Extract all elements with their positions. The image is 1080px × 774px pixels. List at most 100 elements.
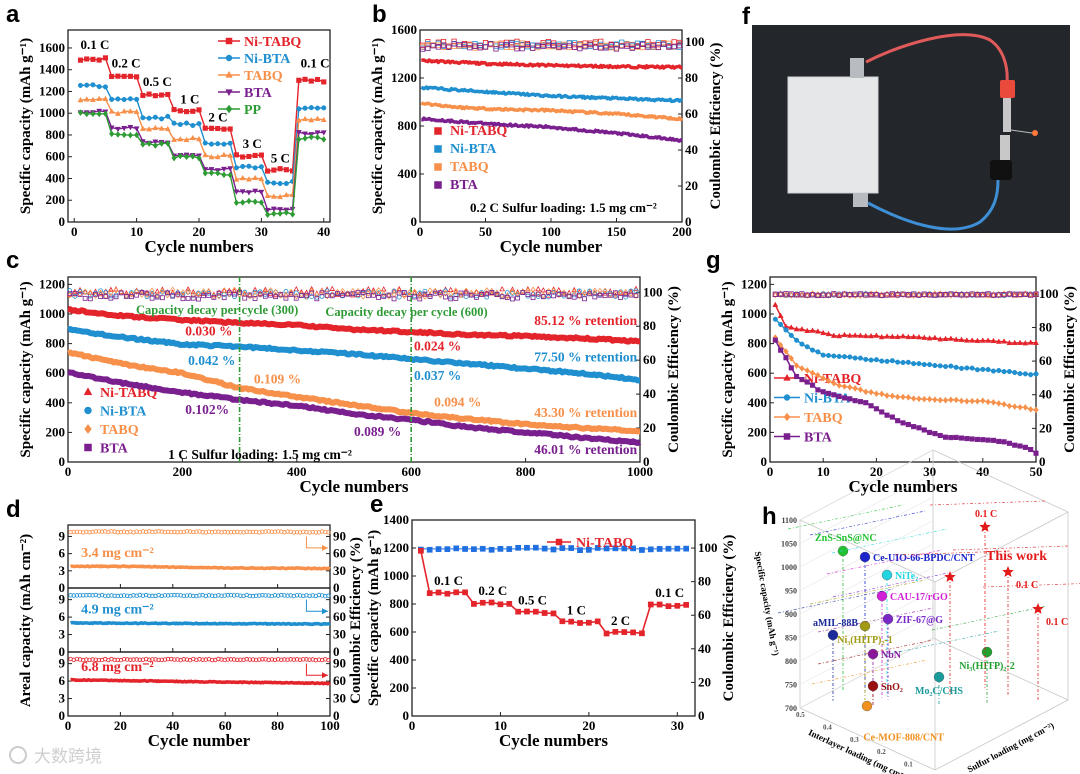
data-point <box>277 210 283 217</box>
ce-point <box>530 45 536 51</box>
ce-point <box>623 288 629 296</box>
ce-point <box>247 593 253 599</box>
data-point <box>127 125 134 131</box>
data-point <box>665 603 672 609</box>
ce-point <box>194 529 199 534</box>
ce-point <box>427 287 433 294</box>
ce-point <box>841 291 848 297</box>
ce-point <box>360 293 366 300</box>
ce-point <box>448 296 454 302</box>
ce-point <box>568 545 575 551</box>
ce-point <box>990 292 997 298</box>
data-point <box>931 334 938 340</box>
data-point <box>308 105 314 111</box>
data-point <box>879 390 885 398</box>
ce-point <box>942 292 949 298</box>
x-axis-title: Cycle numbers <box>144 237 253 256</box>
ce-point <box>613 41 620 47</box>
y-tick-label: 1200 <box>39 276 65 291</box>
y-tick-label: 800 <box>748 336 768 351</box>
ce-point <box>571 44 578 51</box>
ce-point <box>783 291 789 299</box>
ce-point <box>482 44 489 50</box>
x-axis-title: Cycle number <box>500 237 603 256</box>
data-point <box>171 107 177 113</box>
ce-point <box>150 529 155 535</box>
ce-point <box>349 292 356 298</box>
legend-label: TABQ <box>450 160 489 175</box>
ce-point <box>278 291 284 297</box>
ce-point <box>519 40 525 46</box>
ce-point <box>640 44 646 51</box>
data-point <box>974 397 981 405</box>
y-right-tick-label: 0 <box>333 580 340 595</box>
data-point <box>1033 450 1039 456</box>
data-point <box>1033 339 1039 345</box>
x-tick-label: 60 <box>219 718 232 733</box>
ce-point <box>561 291 567 297</box>
annotation: 77.50 % retention <box>534 349 637 364</box>
ce-point <box>559 545 566 551</box>
data-point <box>190 122 196 129</box>
ce-point <box>809 292 816 298</box>
ce-point <box>777 290 784 298</box>
ce-point <box>820 291 826 299</box>
ce-point <box>206 288 212 295</box>
axes-frame <box>67 276 641 463</box>
data-point <box>215 141 221 147</box>
data-point <box>900 420 906 426</box>
ce-point <box>1022 291 1028 297</box>
ce-point <box>582 296 587 302</box>
data-point <box>985 398 991 406</box>
data-point <box>916 395 922 403</box>
ce-point <box>222 657 227 663</box>
guide-line <box>811 659 928 685</box>
data-point <box>258 199 264 206</box>
ce-point <box>82 295 88 301</box>
ce-point <box>175 291 181 297</box>
y-tick-label: 1200 <box>383 540 409 555</box>
ce-point <box>314 291 320 298</box>
ce-point <box>244 657 249 662</box>
ce-point <box>873 292 880 298</box>
watermark-text: 大数跨境 <box>34 747 102 767</box>
ce-point <box>425 45 431 52</box>
data-point <box>84 82 90 88</box>
ce-point <box>169 593 174 598</box>
ce-point <box>324 292 330 298</box>
ce-point <box>571 294 577 300</box>
data-point <box>233 176 240 182</box>
point-label: aMIL-88B <box>813 618 858 629</box>
point-label: Ni₃(HITP)₂-1 <box>837 635 892 646</box>
data-point <box>196 135 202 142</box>
ce-point <box>196 296 201 302</box>
ce-point <box>847 291 853 299</box>
x-tick-label: 100 <box>541 224 561 239</box>
data-point <box>873 332 880 338</box>
data-point <box>296 106 302 112</box>
ce-point <box>633 293 639 299</box>
x-tick-label: 50 <box>479 224 492 239</box>
data-point <box>810 382 816 388</box>
point-label: Ni₃(HITP)₂-2 <box>959 661 1014 672</box>
data-point <box>873 357 879 363</box>
ce-point <box>125 657 130 662</box>
data-point <box>1022 404 1028 411</box>
y-right-tick-label: 100 <box>685 34 705 49</box>
ce-point <box>115 530 120 535</box>
ce-point <box>190 295 196 301</box>
condition-note: 1 C Sulfur loading: 1.5 mg cm⁻² <box>168 447 352 462</box>
ce-point <box>772 291 778 297</box>
data-point <box>825 330 832 337</box>
ce-point <box>550 546 557 553</box>
ce-point <box>123 290 130 296</box>
legend-label: Ni-TABQ <box>576 536 633 551</box>
data-point <box>321 79 327 85</box>
data-point <box>190 108 196 114</box>
data-point <box>127 108 134 114</box>
ce-point <box>566 42 572 49</box>
panel-c: 0 200 400 600 800 100002004006008001000120002… <box>6 247 682 496</box>
series-band-ni-bta <box>67 326 641 384</box>
ce-point <box>144 291 150 299</box>
ce-point <box>884 292 890 298</box>
